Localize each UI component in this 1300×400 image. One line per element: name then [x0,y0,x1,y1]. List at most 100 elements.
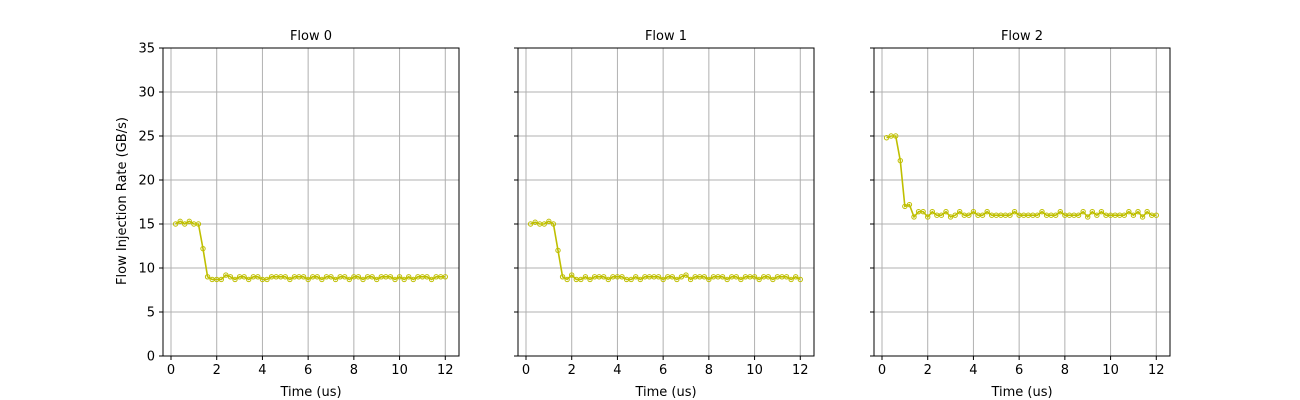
data-point [655,274,662,280]
subplot-title: Flow 2 [1001,29,1043,44]
data-point [355,274,362,280]
data-point [342,274,348,280]
data-point [920,208,926,215]
data-point [966,212,972,218]
data-point [374,276,380,283]
data-point [938,212,945,218]
x-tick-label: 12 [437,363,454,378]
axes-frame [162,47,460,357]
x-tick-label: 4 [258,363,266,378]
data-point [218,276,224,283]
data-point [687,276,694,283]
y-tick-label: 30 [138,86,155,101]
data-point [223,272,229,278]
data-point [678,274,685,280]
subplot-flow-1: 0 2 4 6 8 10 12 Flow 1 Time (us) [514,29,815,400]
data-point [559,274,566,280]
data-point [943,208,949,215]
data-point [947,214,954,220]
y-axis-label: Flow Injection Rate (GB/s) [115,117,130,285]
data-point [733,274,739,280]
data-point [1011,208,1018,215]
x-tick-label: 8 [350,363,358,378]
data-point [401,276,407,283]
data-point [360,276,366,283]
data-point [328,274,334,280]
data-point [770,276,776,283]
data-point [1094,212,1100,218]
data-point [719,274,726,280]
data-point [186,218,192,225]
data-point [984,208,990,215]
data-point [300,274,307,280]
x-tick-label: 8 [705,363,713,378]
subplot-title: Flow 0 [290,29,332,44]
data-point [765,274,771,280]
data-point [172,221,179,227]
y-tick-label: 0 [147,350,155,365]
x-tick-label: 2 [568,363,576,378]
data-point [1075,212,1082,218]
data-point [970,208,977,215]
data-point [669,274,675,280]
data-point [1098,208,1105,215]
data-point [628,276,634,283]
data-point [788,276,794,283]
subplot-title: Flow 1 [645,29,687,44]
data-point [756,276,762,283]
data-point [925,214,931,220]
data-point [387,274,394,280]
x-axis-label: Time (us) [990,385,1052,400]
data-point [1121,212,1127,218]
data-point [396,274,403,280]
data-point [683,272,689,278]
x-axis-label: Time (us) [279,385,341,400]
x-tick-label: 2 [924,363,932,378]
data-point [406,274,412,280]
data-point [319,276,325,283]
axes-frame [517,47,815,357]
data-point [550,221,557,227]
data-point [241,274,247,280]
x-tick-label: 12 [792,363,809,378]
data-point [906,201,913,208]
data-point [797,276,803,283]
x-tick-label: 0 [878,363,886,378]
x-tick-label: 0 [522,363,530,378]
data-point [578,276,584,283]
x-tick-label: 10 [746,363,763,378]
data-point [897,157,903,164]
data-point [424,274,430,280]
data-point [264,276,270,283]
x-tick-label: 10 [391,363,408,378]
data-point [957,208,963,215]
data-point [232,276,238,283]
data-point [410,276,416,283]
subplot-flow-0: 0 2 4 6 8 10 12 0 5 10 15 20 25 30 35 Flow 0 Flow Inje… [115,29,460,400]
data-point [1139,214,1146,220]
data-point [637,276,643,283]
data-point [1089,208,1095,215]
data-point [619,274,625,280]
data-point [442,274,448,280]
data-point [893,133,899,139]
data-point [724,276,730,283]
data-point [546,218,552,225]
data-point [1135,208,1141,215]
data-point [255,274,261,280]
data-point [582,274,589,280]
x-tick-label: 6 [304,363,312,378]
y-tick-label: 25 [138,130,155,145]
data-point [227,274,234,280]
data-point [204,274,211,280]
data-point [555,247,561,254]
data-point [1053,212,1059,218]
x-tick-label: 10 [1102,363,1119,378]
x-tick-label: 4 [613,363,621,378]
data-point [587,276,593,283]
plot-area: 0 2 4 6 8 10 12 [870,47,1171,378]
data-point [195,221,202,227]
x-tick-label: 2 [213,363,221,378]
plot-area: 0 2 4 6 8 10 12 0 5 10 15 20 25 30 35 [138,42,460,378]
